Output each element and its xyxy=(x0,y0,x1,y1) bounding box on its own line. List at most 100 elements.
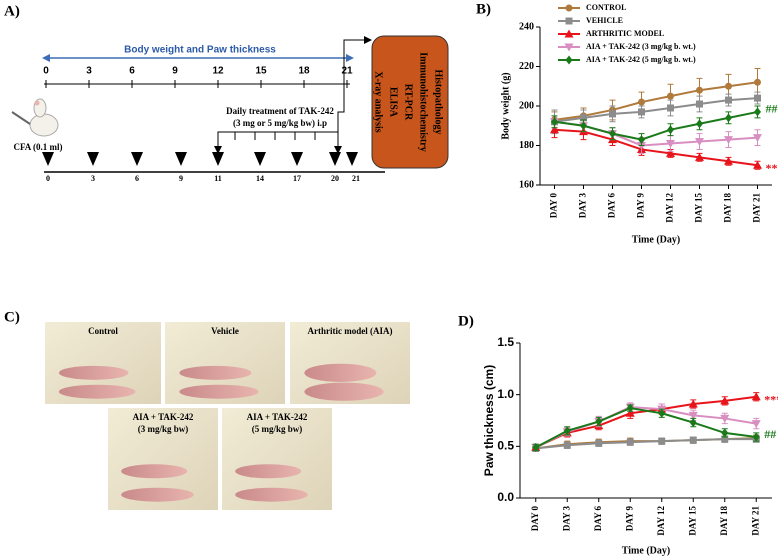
annotation: *** xyxy=(764,392,778,406)
injection-marker xyxy=(212,152,224,166)
bracket-ticks xyxy=(234,132,316,140)
marker xyxy=(667,104,674,112)
y-tick-label: 240 xyxy=(519,21,534,32)
marker xyxy=(658,408,666,418)
arrow-head xyxy=(42,54,50,62)
marker xyxy=(564,43,574,52)
photo-label: (3 mg/kg bw) xyxy=(138,424,189,434)
photo: AIA + TAK-242 (3 mg/kg bw) xyxy=(108,408,218,510)
treatment-bracket xyxy=(217,39,368,148)
photo: Vehicle xyxy=(165,322,285,404)
series xyxy=(551,105,761,146)
panel-label: A) xyxy=(4,3,20,19)
marker xyxy=(609,129,616,139)
x-tick-label: DAY 12 xyxy=(665,193,675,223)
day-label: 6 xyxy=(129,66,135,77)
x-tick-label: DAY 0 xyxy=(530,506,540,532)
marker xyxy=(658,437,666,445)
x-tick-label: DAY 6 xyxy=(593,506,603,532)
legend-label: VEHICLE xyxy=(586,16,623,25)
marker xyxy=(563,426,571,436)
marker xyxy=(689,436,697,444)
marker xyxy=(595,439,603,447)
marker xyxy=(720,414,730,423)
y-tick-label: 200 xyxy=(519,100,534,111)
series xyxy=(551,91,761,135)
day-label: 21 xyxy=(352,174,360,183)
y-tick-label: 1.5 xyxy=(497,335,514,349)
annotation: ## xyxy=(764,427,776,441)
x-tick-label: DAY 0 xyxy=(549,193,559,219)
marker xyxy=(724,156,733,165)
analysis-item: Histopathology xyxy=(433,69,444,134)
marker xyxy=(696,86,703,94)
y-tick-label: 160 xyxy=(519,179,534,190)
x-tick-label: DAY 9 xyxy=(636,193,646,219)
x-tick-label: DAY 18 xyxy=(719,506,729,536)
paw xyxy=(121,487,194,502)
marker xyxy=(752,432,760,442)
paw xyxy=(235,464,302,479)
marker xyxy=(751,420,761,429)
series xyxy=(532,403,760,452)
y-tick-label: 0.0 xyxy=(497,490,514,504)
analysis-item: RT-PCR xyxy=(403,84,414,121)
chart-title: B) xyxy=(476,1,491,17)
day-label: 0 xyxy=(46,174,50,183)
series-line xyxy=(554,110,758,141)
marker xyxy=(720,396,730,405)
marker xyxy=(565,55,573,65)
photo: AIA + TAK-242 (5 mg/kg bw) xyxy=(222,408,332,510)
photo-label: Arthritic model (AIA) xyxy=(308,326,393,336)
marker xyxy=(696,100,703,108)
arrow-head xyxy=(364,36,372,44)
series-line xyxy=(535,407,757,449)
marker xyxy=(626,438,634,446)
series-line xyxy=(554,81,758,121)
marker xyxy=(754,78,761,86)
day-label: 17 xyxy=(293,174,301,183)
photo-label: (5 mg/kg bw) xyxy=(252,424,303,434)
treatment-text: Daily treatment of TAK-242 xyxy=(226,106,334,116)
marker xyxy=(580,121,587,131)
arrow-head xyxy=(334,146,342,154)
legend-label: CONTROL xyxy=(586,3,626,12)
x-tick-label: DAY 18 xyxy=(723,193,733,223)
paw xyxy=(235,487,308,502)
paw xyxy=(179,384,259,399)
marker xyxy=(695,152,704,161)
day-label: 15 xyxy=(255,66,267,77)
marker xyxy=(625,408,635,417)
x-tick-label: DAY 3 xyxy=(561,506,571,532)
marker xyxy=(666,140,675,149)
injection-marker xyxy=(346,152,358,166)
marker xyxy=(695,138,704,147)
day-label: 3 xyxy=(86,66,92,77)
marker xyxy=(638,98,645,106)
analysis-item: X-ray analysis xyxy=(373,71,384,133)
marker xyxy=(688,399,698,408)
marker xyxy=(721,435,729,443)
day-label: 20 xyxy=(331,174,339,183)
photo-label: AIA + TAK-242 xyxy=(247,412,308,422)
injection-marker xyxy=(131,152,143,166)
marker xyxy=(551,117,558,127)
rat-icon xyxy=(11,98,59,137)
photo: Arthritic model (AIA) xyxy=(290,322,410,404)
day-label: 9 xyxy=(179,174,183,183)
arrow-head xyxy=(346,54,354,62)
series-line xyxy=(554,128,758,167)
photo-label: Control xyxy=(88,326,118,336)
paw xyxy=(58,365,129,380)
marker xyxy=(638,135,645,145)
marker xyxy=(666,148,675,157)
marker xyxy=(753,160,762,169)
paw xyxy=(179,365,252,380)
panel-label: C) xyxy=(4,309,20,325)
marker xyxy=(725,113,732,123)
x-tick-label: DAY 9 xyxy=(624,506,634,532)
marker xyxy=(721,428,729,438)
annotation: ## xyxy=(766,102,778,116)
marker xyxy=(724,136,733,145)
